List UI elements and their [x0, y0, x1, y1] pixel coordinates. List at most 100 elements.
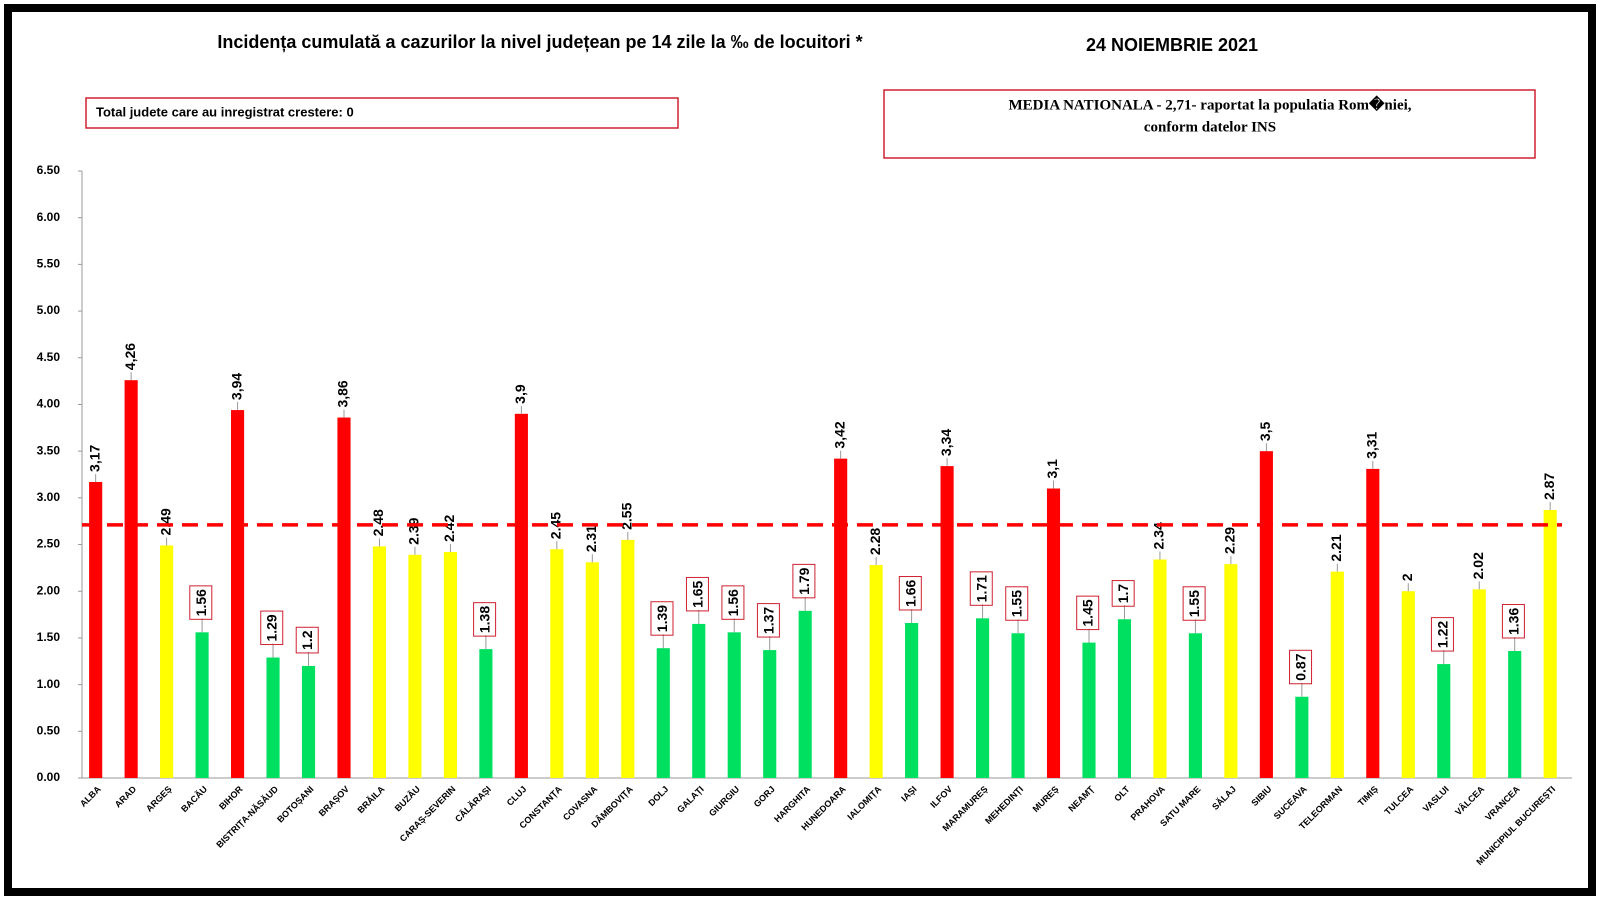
- value-label: 3,1: [1044, 459, 1060, 479]
- value-label-box: [898, 576, 922, 611]
- bar: [195, 632, 209, 778]
- value-label: 1.56: [193, 589, 209, 616]
- bar: [869, 565, 883, 778]
- value-label: 2.87: [1541, 473, 1557, 500]
- value-label-box: [1005, 586, 1029, 621]
- y-tick-label: 5.00: [37, 303, 61, 317]
- value-label: 3,31: [1364, 431, 1380, 458]
- value-label: 2.49: [157, 508, 173, 535]
- value-label: 1.39: [654, 605, 670, 632]
- value-label: 3,34: [938, 429, 954, 456]
- bar: [727, 632, 741, 778]
- bar: [479, 649, 493, 778]
- bar: [1046, 488, 1061, 778]
- value-label: 1.29: [264, 614, 280, 641]
- y-tick-label: 2.50: [37, 537, 61, 551]
- bar: [656, 648, 670, 778]
- bar: [1543, 509, 1557, 778]
- value-label: 1.38: [477, 606, 493, 633]
- value-label: 1.55: [1009, 590, 1025, 617]
- value-label: 2.45: [548, 512, 564, 539]
- value-label-box: [473, 602, 497, 637]
- value-label: 1.36: [1505, 608, 1521, 635]
- value-label-box: [295, 626, 319, 654]
- value-label-box: [189, 585, 213, 620]
- bar: [940, 466, 954, 778]
- bar: [1224, 564, 1238, 778]
- y-tick-label: 4.00: [37, 397, 61, 411]
- value-label-box: [1111, 580, 1135, 607]
- value-label: 2.42: [441, 515, 457, 542]
- bar: [550, 549, 564, 778]
- y-tick-label: 0.50: [37, 723, 61, 737]
- bar: [266, 657, 280, 778]
- y-tick-label: 6.50: [37, 163, 61, 177]
- value-label-box: [260, 610, 284, 646]
- bar: [1117, 619, 1132, 778]
- value-label: 1.79: [796, 567, 812, 594]
- value-label-box: [1289, 649, 1313, 685]
- y-tick-label: 1.50: [37, 630, 61, 644]
- bar: [231, 410, 245, 778]
- bar: [905, 622, 919, 778]
- value-label: 2.02: [1470, 552, 1486, 579]
- y-tick-label: 5.50: [37, 257, 61, 271]
- value-label: 1.45: [1080, 599, 1096, 626]
- bar: [798, 610, 812, 778]
- value-label: 2.55: [619, 502, 635, 529]
- value-label-box: [685, 576, 709, 612]
- value-label-box: [756, 603, 780, 638]
- value-label: 1.37: [760, 607, 776, 634]
- value-label-box: [1076, 595, 1100, 631]
- annotation: Total judete care au inregistrat crester…: [96, 104, 354, 119]
- bar: [1330, 571, 1344, 778]
- bar: [1401, 591, 1415, 778]
- value-label: 1.7: [1115, 584, 1131, 604]
- value-label: 3,17: [86, 445, 102, 472]
- value-label: 3,42: [831, 421, 847, 448]
- chart-title: Incidența cumulată a cazurilor la nivel …: [217, 32, 862, 52]
- annotation-box: [883, 89, 1536, 159]
- bar: [408, 554, 422, 778]
- bar: [834, 458, 848, 778]
- bar: [1295, 696, 1309, 778]
- value-label: 2.21: [1328, 534, 1344, 561]
- value-label: 1.2: [299, 630, 315, 650]
- bar: [1011, 633, 1025, 778]
- y-tick-label: 2.00: [37, 583, 61, 597]
- bar: [124, 380, 138, 778]
- bar: [89, 481, 103, 778]
- value-label-box: [1501, 604, 1525, 639]
- bar: [1188, 633, 1202, 778]
- value-label: 3,5: [1257, 421, 1273, 441]
- y-tick-label: 1.00: [37, 677, 61, 691]
- y-tick-label: 4.50: [37, 350, 61, 364]
- value-label: 2.28: [867, 528, 883, 555]
- value-label: 3,9: [512, 384, 528, 404]
- value-label: 2.31: [583, 525, 599, 552]
- bar: [585, 562, 599, 778]
- bar: [976, 618, 990, 778]
- value-label: 3,86: [335, 380, 351, 407]
- value-label-box: [792, 563, 816, 599]
- value-label: 3,94: [228, 373, 244, 400]
- value-label: 2: [1399, 573, 1415, 581]
- value-label-box: [1430, 617, 1454, 652]
- bar: [1259, 451, 1273, 778]
- value-label: 2.39: [406, 517, 422, 544]
- value-label: 1.71: [973, 575, 989, 602]
- value-label: 1.65: [689, 580, 705, 607]
- bar: [443, 552, 457, 778]
- bar: [763, 650, 777, 778]
- value-label-box: [650, 601, 674, 636]
- value-label: 1.56: [725, 589, 741, 616]
- bar: [160, 545, 174, 778]
- value-label: 2.29: [1222, 527, 1238, 554]
- value-label-box: [969, 571, 993, 606]
- bar: [1082, 642, 1096, 778]
- value-label: 2.48: [370, 509, 386, 536]
- bar: [337, 417, 351, 778]
- bar: [692, 623, 706, 778]
- value-label-box: [721, 585, 745, 620]
